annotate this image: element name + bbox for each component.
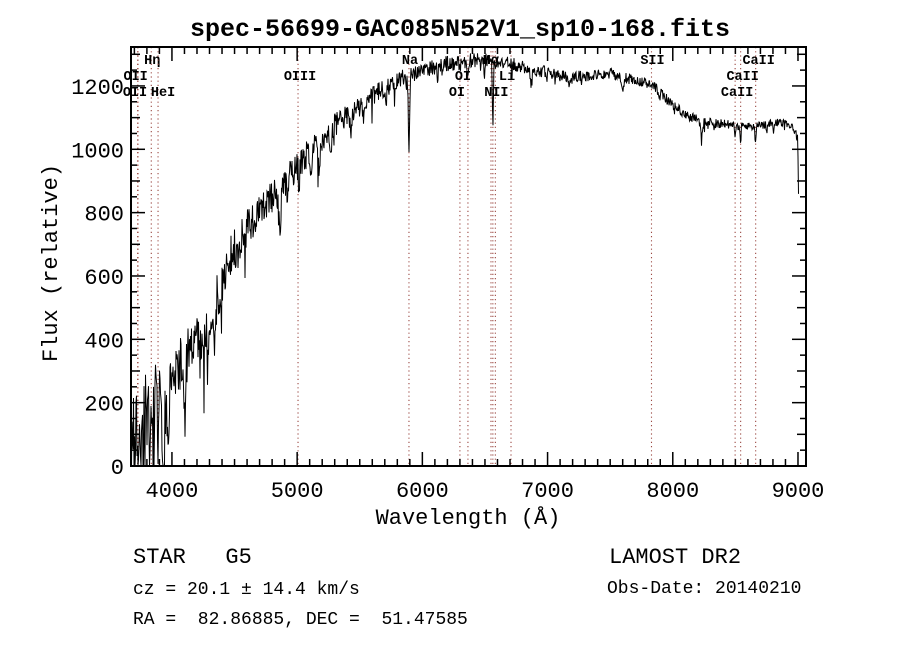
x-tick-label: 9000 (772, 479, 825, 504)
x-tick-label: 4000 (146, 479, 199, 504)
y-axis-label: Flux (relative) (39, 164, 64, 362)
y-tick-label: 600 (84, 266, 124, 291)
y-tick-label: 800 (84, 203, 124, 228)
spectral-line-label: OII (123, 70, 147, 85)
axes: 4000 5000 6000 7000 8000 9000 0 200 400 600 800 100… (71, 46, 825, 504)
survey-label: LAMOST DR2 (609, 545, 741, 570)
plot-area: OIIOIIHηHeIOIIINaOIOIHαNIILiSIICaIICaIIC… (71, 46, 825, 504)
spectrum-trace (131, 53, 799, 466)
line-markers: OIIOIIHηHeIOIIINaOIOIHαNIILiSIICaIICaIIC… (123, 47, 775, 466)
ra-dec-value: RA = 82.86885, DEC = 51.47585 (133, 610, 468, 630)
spectral-line-label: CaII (721, 86, 753, 101)
cz-value: cz = 20.1 ± 14.4 km/s (133, 580, 360, 600)
obs-date-value: Obs-Date: 20140210 (607, 579, 801, 599)
spectral-line-label: NII (484, 86, 508, 101)
spectral-line-label: OII (123, 86, 147, 101)
y-tick-label: 1200 (71, 76, 124, 101)
x-tick-label: 5000 (271, 479, 324, 504)
x-tick-label: 8000 (646, 479, 699, 504)
y-tick-label: 1000 (71, 139, 124, 164)
spectral-line-label: CaII (726, 70, 758, 85)
x-axis-label: Wavelength (Å) (376, 505, 561, 531)
spectral-line-label: SII (640, 54, 664, 69)
spectral-line-label: OI (449, 86, 465, 101)
x-tick-label: 7000 (521, 479, 574, 504)
y-tick-label: 0 (111, 456, 124, 481)
spectral-line-label: OI (455, 70, 471, 85)
spectral-line-label: Li (499, 70, 515, 85)
y-tick-label: 200 (84, 393, 124, 418)
plot-frame (130, 46, 807, 467)
spectral-line-label: Na (402, 54, 418, 69)
plot-title: spec-56699-GAC085N52V1_sp10-168.fits (190, 15, 730, 44)
x-tick-label: 6000 (396, 479, 449, 504)
object-class-label: STAR G5 (133, 545, 252, 570)
spectral-line-label: CaII (742, 54, 774, 69)
spectral-line-label: HeI (151, 86, 175, 101)
y-tick-label: 400 (84, 329, 124, 354)
spectral-line-label: Hη (144, 54, 160, 69)
spectral-line-label: OIII (284, 70, 316, 85)
